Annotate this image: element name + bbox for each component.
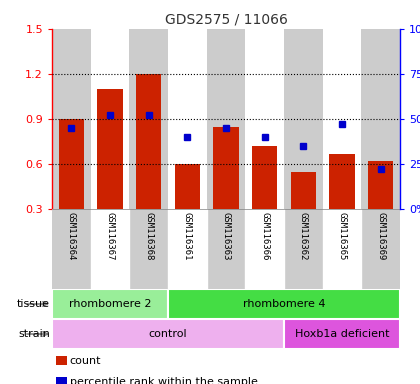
Bar	[368, 161, 393, 209]
Bar	[59, 119, 84, 209]
Bar	[252, 146, 277, 209]
Bar	[175, 164, 200, 209]
Text: rhombomere 2: rhombomere 2	[69, 299, 151, 309]
Bar	[245, 209, 284, 289]
Bar	[91, 209, 129, 289]
Text: GSM116369: GSM116369	[376, 212, 385, 261]
Bar	[97, 89, 123, 209]
Text: GSM116363: GSM116363	[221, 212, 231, 261]
Text: count: count	[70, 356, 101, 366]
Text: rhombomere 4: rhombomere 4	[243, 299, 325, 309]
Bar	[323, 29, 361, 209]
Text: GSM116361: GSM116361	[183, 212, 192, 261]
Bar	[129, 209, 168, 289]
Text: GSM116364: GSM116364	[67, 212, 76, 261]
Text: GSM116367: GSM116367	[105, 212, 115, 261]
Bar	[361, 209, 400, 289]
Text: percentile rank within the sample: percentile rank within the sample	[70, 377, 257, 384]
Text: GSM116362: GSM116362	[299, 212, 308, 261]
Bar	[168, 29, 207, 209]
Text: control: control	[149, 329, 187, 339]
Bar	[207, 29, 245, 209]
Bar	[52, 319, 284, 349]
Text: strain: strain	[18, 329, 50, 339]
Text: GSM116365: GSM116365	[338, 212, 346, 261]
Bar	[129, 29, 168, 209]
Text: tissue: tissue	[17, 299, 50, 309]
Bar	[52, 209, 91, 289]
Bar	[284, 319, 400, 349]
Title: GDS2575 / 11066: GDS2575 / 11066	[165, 12, 287, 26]
Bar	[207, 209, 245, 289]
Bar	[291, 172, 316, 209]
Bar	[361, 29, 400, 209]
Bar	[323, 209, 361, 289]
Bar	[284, 209, 323, 289]
Bar	[168, 209, 207, 289]
Bar	[168, 289, 400, 319]
Bar	[91, 29, 129, 209]
Bar	[329, 154, 354, 209]
Text: GSM116368: GSM116368	[144, 212, 153, 261]
Bar	[52, 289, 168, 319]
Bar	[52, 29, 91, 209]
Bar	[284, 29, 323, 209]
Bar	[245, 29, 284, 209]
Text: Hoxb1a deficient: Hoxb1a deficient	[295, 329, 389, 339]
Bar	[213, 126, 239, 209]
Bar	[136, 74, 161, 209]
Text: GSM116366: GSM116366	[260, 212, 269, 261]
